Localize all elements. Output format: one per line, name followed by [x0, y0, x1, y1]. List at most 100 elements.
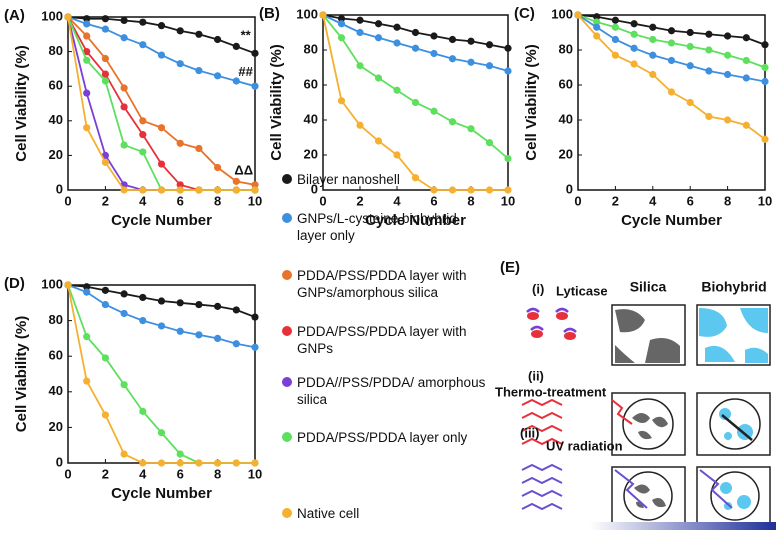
data-point [761, 135, 769, 143]
data-point [667, 27, 676, 35]
x-tick-label: 2 [102, 466, 109, 481]
data-point [356, 62, 364, 70]
y-tick-label: 80 [49, 43, 63, 58]
x-axis-label: Cycle Number [365, 212, 466, 229]
data-point [83, 56, 91, 64]
legend-label: Native cell [297, 506, 360, 521]
data-point [64, 13, 72, 21]
y-tick-label: 20 [49, 419, 63, 434]
data-point [593, 13, 601, 21]
y-tick-label: 100 [296, 6, 318, 21]
legend-marker [282, 174, 292, 184]
data-point [485, 139, 494, 147]
x-tick-label: 0 [64, 466, 71, 481]
data-point [411, 174, 420, 182]
data-point [176, 186, 184, 194]
data-point [101, 354, 109, 362]
data-point [630, 60, 638, 68]
data-point [120, 103, 128, 111]
data-point [83, 288, 91, 296]
panel-label: (A) [4, 7, 25, 24]
data-point [176, 139, 184, 147]
y-tick-label: 80 [559, 41, 573, 56]
legend-marker [282, 508, 292, 518]
y-tick-label: 80 [304, 41, 318, 56]
x-tick-label: 8 [214, 466, 221, 481]
data-point [83, 377, 91, 385]
data-point [214, 163, 222, 172]
data-point [504, 67, 512, 75]
data-point [430, 107, 438, 115]
data-point [139, 459, 147, 467]
data-point [667, 56, 676, 65]
legend-label: PDDA/PSS/PDDA layer only [297, 430, 468, 445]
data-point [157, 51, 166, 59]
y-axis-label: Cell Viability (%) [13, 45, 30, 161]
data-point [374, 74, 383, 82]
y-tick-label: 100 [41, 276, 63, 291]
data-point [724, 51, 732, 59]
annotation: ## [238, 64, 253, 79]
data-point [667, 39, 676, 47]
data-point [195, 331, 203, 339]
data-point [83, 20, 91, 28]
data-point [430, 49, 438, 58]
legend-entry: PDDA/PSS/PDDA layer with GNPs [282, 323, 487, 357]
data-point [251, 49, 259, 57]
data-point [157, 429, 166, 437]
data-point [430, 32, 438, 40]
data-point [195, 144, 203, 153]
data-point [251, 459, 259, 467]
data-point [139, 131, 147, 139]
data-point [157, 459, 166, 467]
data-point [139, 117, 147, 125]
data-point [374, 137, 383, 145]
data-point [214, 302, 222, 310]
data-point [504, 154, 512, 163]
data-point [724, 116, 732, 124]
data-point [64, 281, 72, 289]
data-point [761, 77, 769, 86]
data-point [448, 35, 457, 44]
data-point [649, 70, 657, 79]
data-point [593, 23, 601, 31]
data-point [611, 16, 620, 24]
data-point [139, 407, 147, 415]
data-point [649, 35, 657, 44]
data-point [120, 16, 128, 25]
data-point [120, 141, 128, 149]
data-point [176, 459, 184, 467]
x-tick-label: 2 [356, 193, 363, 208]
diagram-art [521, 304, 776, 530]
y-axis-label: Cell Viability (%) [13, 316, 30, 432]
data-point [686, 28, 694, 37]
data-point [504, 44, 512, 52]
data-point [430, 186, 438, 194]
data-point [83, 333, 91, 341]
data-point [485, 62, 494, 70]
legend-entry: Bilayer nanoshell [282, 171, 487, 188]
row-index: (iii) [520, 425, 540, 440]
data-point [139, 148, 147, 156]
data-point [686, 62, 694, 70]
data-point [139, 186, 147, 194]
data-point [467, 186, 475, 194]
data-point [176, 327, 184, 335]
data-point [593, 32, 601, 40]
data-point [139, 18, 147, 26]
data-point [157, 186, 166, 194]
legend-entry: GNPs/L-cysteine biohybrid layer only [282, 210, 487, 244]
data-point [411, 28, 420, 37]
data-point [101, 158, 109, 166]
legend-entry: PDDA//PSS/PDDA/ amorphous silica [282, 374, 487, 408]
row-label: Thermo-treatment [495, 384, 607, 399]
data-point [120, 186, 128, 194]
data-point [120, 84, 128, 92]
y-tick-label: 100 [41, 8, 63, 23]
x-tick-label: 8 [467, 193, 474, 208]
column-header: Biohybrid [701, 279, 766, 295]
data-point [176, 27, 184, 35]
data-point [611, 23, 620, 31]
legend-label: GNPs/L-cysteine biohybrid layer only [297, 211, 457, 243]
